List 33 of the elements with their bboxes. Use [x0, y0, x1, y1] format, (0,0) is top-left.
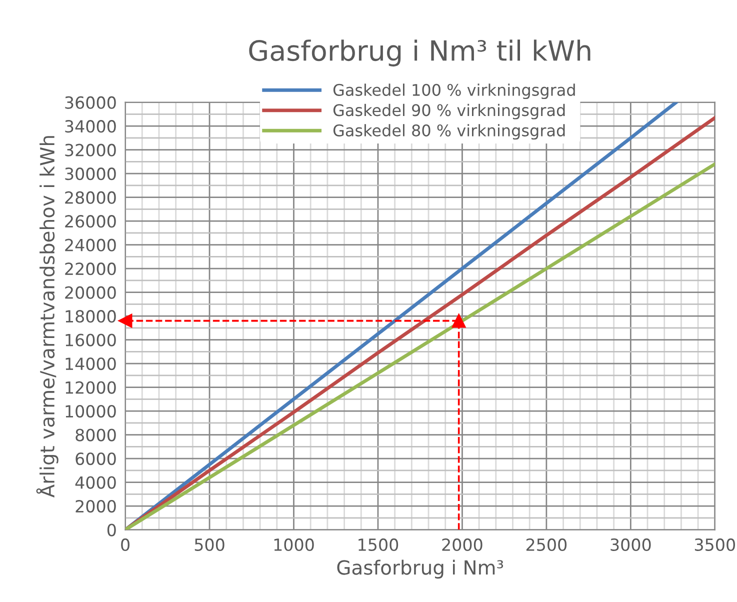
y-tick-label: 10000: [66, 404, 116, 418]
x-tick-label: 0: [121, 538, 130, 551]
legend-label: Gaskedel 80 % virkningsgrad: [333, 124, 565, 140]
x-tick-label: 500: [194, 538, 224, 551]
x-tick-label: 3000: [610, 538, 651, 551]
y-tick-label: 18000: [66, 310, 116, 323]
y-tick-label: 2000: [76, 500, 116, 513]
y-tick-label: 36000: [65, 96, 116, 109]
x-tick-label: 1000: [274, 538, 314, 551]
y-tick-label: 30000: [65, 168, 116, 180]
y-tick-label: 6000: [76, 452, 116, 466]
y-tick-label: 4000: [75, 476, 116, 489]
y-tick-label: 34000: [65, 120, 116, 133]
y-tick-label: 8000: [76, 428, 116, 442]
legend-label: Gaskedel 100 % virkningsgrad: [333, 84, 575, 100]
y-tick-label: 28000: [65, 191, 116, 204]
y-tick-label: 22000: [65, 262, 116, 276]
y-tick-label: 14000: [66, 358, 116, 370]
y-tick-label: 26000: [65, 215, 116, 228]
x-tick-label: 2000: [442, 538, 482, 551]
chart-title: Gasforbrug i Nm³ til kWh: [249, 40, 590, 66]
y-tick-label: 12000: [66, 381, 116, 394]
y-tick-label: 32000: [65, 144, 116, 156]
y-tick-label: 20000: [65, 286, 116, 299]
y-axis-title: Årligt varme/varmtvandsbehov i kWh: [36, 136, 58, 498]
legend-label: Gaskedel 90 % virkningsgrad: [333, 104, 565, 120]
y-tick-label: 0: [107, 524, 116, 536]
y-tick-label: 24000: [65, 238, 116, 252]
x-axis-title: Gasforbrug i Nm³: [337, 560, 504, 579]
y-tick-label: 16000: [66, 334, 116, 346]
x-tick-label: 1500: [358, 538, 398, 551]
x-tick-label: 2500: [526, 538, 567, 551]
x-tick-label: 3500: [694, 538, 735, 551]
